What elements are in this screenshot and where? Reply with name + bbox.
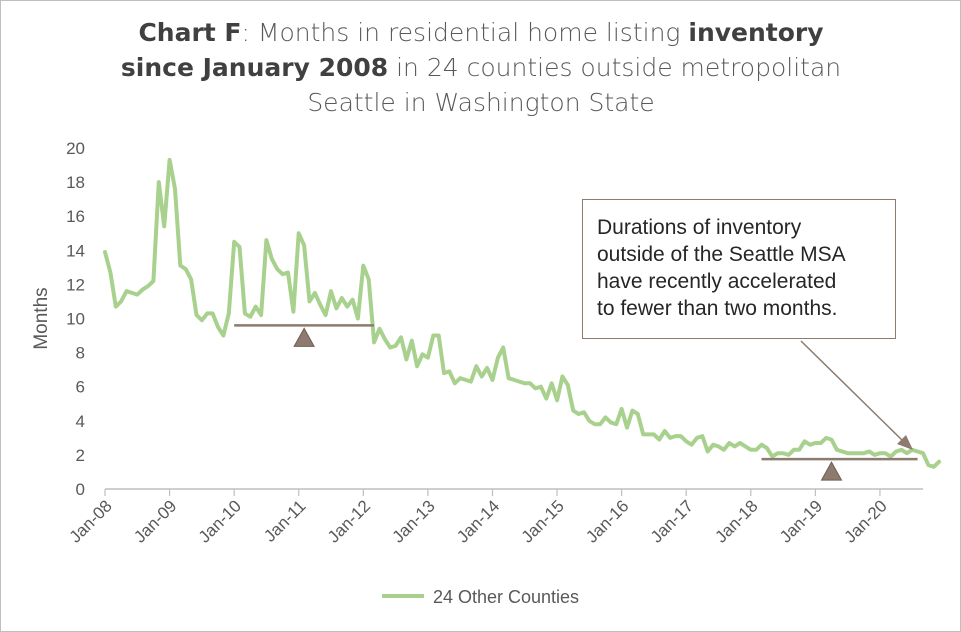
y-tick-label: 12 bbox=[66, 275, 85, 294]
annotation-arrow-line bbox=[800, 340, 904, 442]
y-tick-label: 2 bbox=[76, 446, 85, 465]
annotation-line: Durations of inventory bbox=[597, 216, 802, 239]
x-tick-label: Jan-16 bbox=[582, 496, 632, 546]
x-tick-label: Jan-10 bbox=[195, 496, 245, 546]
annotation-line: outside of the Seattle MSA bbox=[597, 243, 846, 266]
x-tick-label: Jan-08 bbox=[66, 496, 116, 546]
title-text-2: in 24 counties outside metropolitan Seat… bbox=[307, 53, 842, 117]
annotation-line: have recently accelerated bbox=[597, 270, 837, 293]
x-tick-label: Jan-13 bbox=[389, 496, 439, 546]
y-tick-label: 10 bbox=[66, 310, 85, 329]
x-tick-label: Jan-12 bbox=[324, 496, 374, 546]
x-tick-label: Jan-20 bbox=[841, 496, 891, 546]
y-tick-label: 8 bbox=[76, 344, 85, 363]
legend: 24 Other Counties bbox=[1, 587, 960, 608]
triangle-marker bbox=[820, 461, 843, 481]
title-bold-inventory: inventory bbox=[688, 18, 824, 47]
x-tick-label: Jan-11 bbox=[260, 496, 309, 545]
title-bold-since: since January 2008 bbox=[120, 53, 389, 82]
annotation-arrow-head bbox=[897, 435, 913, 450]
chart-title: Chart F: Months in residential home list… bbox=[81, 15, 881, 120]
x-tick-label: Jan-19 bbox=[776, 496, 826, 546]
triangle-marker bbox=[293, 327, 315, 347]
y-tick-label: 14 bbox=[66, 241, 85, 260]
annotation-box: Durations of inventory outside of the Se… bbox=[582, 199, 896, 339]
legend-swatch bbox=[381, 594, 424, 599]
x-tick-label: Jan-18 bbox=[711, 496, 761, 546]
y-axis-title: Months bbox=[31, 287, 52, 349]
y-tick-label: 18 bbox=[66, 173, 85, 192]
x-tick-label: Jan-15 bbox=[518, 496, 568, 546]
y-tick-label: 6 bbox=[76, 378, 85, 397]
title-chart-id: Chart F bbox=[138, 18, 242, 47]
title-text-1: : Months in residential home listing bbox=[241, 18, 689, 47]
y-tick-label: 4 bbox=[76, 412, 85, 431]
x-tick-label: Jan-14 bbox=[453, 496, 503, 546]
series-line bbox=[103, 157, 942, 469]
annotation-line: to fewer than two months. bbox=[597, 297, 838, 320]
x-tick-label: Jan-09 bbox=[130, 496, 180, 546]
y-tick-label: 20 bbox=[66, 139, 85, 158]
y-tick-label: 16 bbox=[66, 207, 85, 226]
y-tick-label: 0 bbox=[76, 480, 85, 499]
legend-label: 24 Other Counties bbox=[432, 587, 580, 607]
x-tick-label: Jan-17 bbox=[647, 496, 697, 546]
